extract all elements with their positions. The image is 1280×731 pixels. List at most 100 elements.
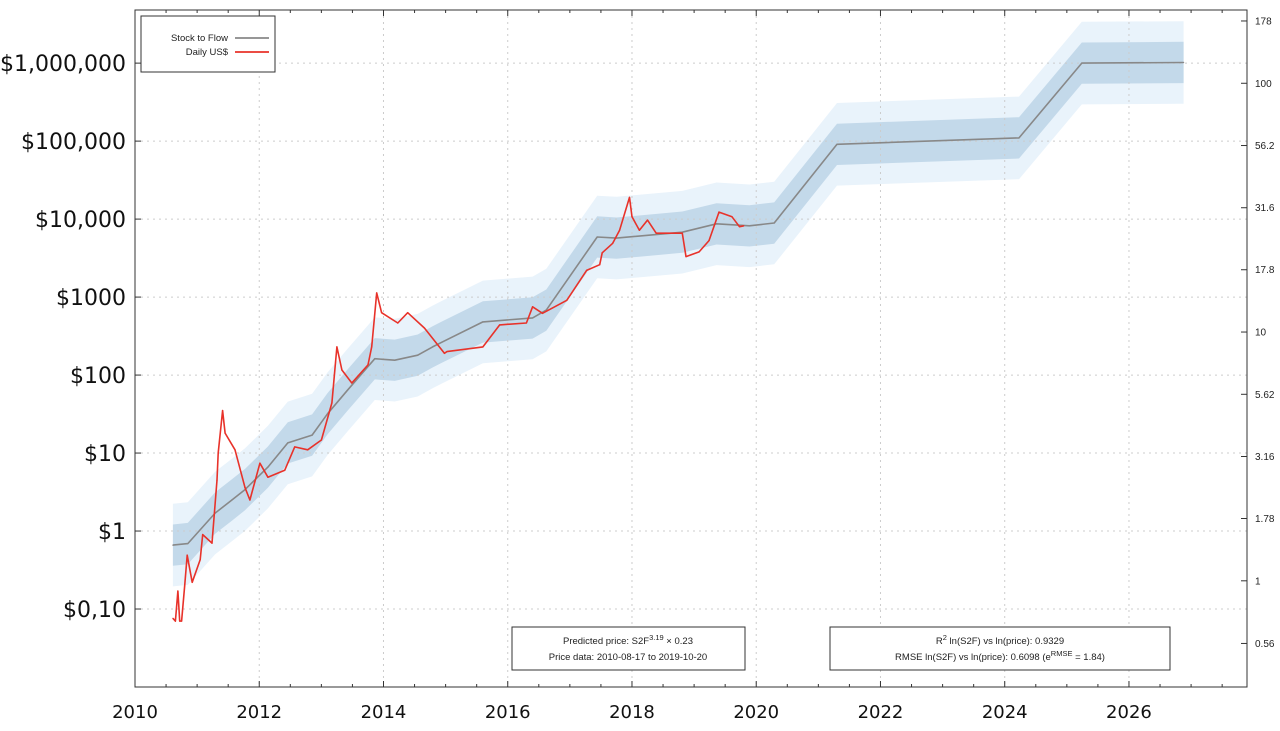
y-tick-label: $100,000 bbox=[21, 130, 126, 155]
price-point bbox=[397, 322, 399, 324]
right-y-tick-label: 17.8 bbox=[1255, 265, 1275, 276]
x-tick-label: 2018 bbox=[609, 702, 655, 723]
annotation-r-squared: R2 ln(S2F) vs ln(price): 0.9329 bbox=[936, 633, 1064, 647]
model-point bbox=[374, 358, 376, 360]
price-point bbox=[244, 487, 246, 489]
price-point bbox=[211, 542, 213, 544]
price-point bbox=[718, 211, 720, 213]
price-point bbox=[443, 352, 445, 354]
model-point bbox=[531, 317, 534, 319]
price-point bbox=[638, 229, 641, 231]
model-point bbox=[326, 413, 329, 415]
annotation-stats-box bbox=[829, 626, 1171, 671]
x-tick-label: 2026 bbox=[1106, 702, 1152, 723]
price-point bbox=[267, 476, 269, 478]
y-tick-label: $10,000 bbox=[35, 208, 126, 233]
price-point bbox=[646, 219, 649, 221]
price-point bbox=[217, 452, 219, 454]
price-point bbox=[601, 252, 603, 254]
legend-label-daily-usd: Daily US$ bbox=[186, 47, 229, 58]
model-point bbox=[231, 499, 233, 501]
price-point bbox=[234, 449, 236, 451]
model-point bbox=[748, 225, 750, 227]
x-tick-label: 2024 bbox=[982, 702, 1028, 723]
band-1-sigma bbox=[172, 41, 1184, 566]
grid bbox=[135, 10, 1247, 687]
price-point bbox=[566, 299, 568, 301]
price-point bbox=[180, 620, 183, 622]
price-point bbox=[381, 312, 383, 314]
price-point bbox=[371, 346, 373, 348]
model-point bbox=[431, 346, 434, 348]
annotation-rmse: RMSE ln(S2F) vs ln(price): 0.6098 (eRMSE… bbox=[895, 649, 1105, 663]
model-point bbox=[441, 341, 443, 343]
deviation-bands bbox=[172, 21, 1184, 587]
x-tick-label: 2014 bbox=[361, 702, 407, 723]
price-point bbox=[612, 242, 614, 244]
model-point bbox=[715, 223, 718, 225]
model-point bbox=[394, 359, 396, 361]
model-point bbox=[417, 354, 419, 356]
price-point bbox=[336, 346, 338, 348]
price-point bbox=[320, 439, 322, 441]
right-y-tick-label: 1 bbox=[1255, 576, 1261, 587]
right-y-tick-label: 56.2 bbox=[1255, 141, 1275, 152]
price-point bbox=[341, 369, 343, 371]
price-point bbox=[186, 554, 188, 556]
price-point bbox=[294, 446, 296, 448]
model-point bbox=[482, 321, 484, 323]
x-tick-label: 2020 bbox=[733, 702, 779, 723]
model-point bbox=[311, 434, 313, 436]
band-2-sigma bbox=[172, 21, 1184, 587]
model-point bbox=[187, 542, 189, 545]
price-point bbox=[586, 269, 588, 271]
price-point bbox=[698, 251, 700, 253]
y-tick-label: $10 bbox=[84, 442, 126, 467]
price-point bbox=[599, 264, 601, 266]
price-point bbox=[482, 346, 484, 348]
right-y-tick-label: 3.16 bbox=[1255, 452, 1275, 463]
price-point bbox=[259, 462, 261, 464]
price-point bbox=[367, 364, 369, 366]
price-point bbox=[525, 322, 527, 324]
model-point bbox=[1018, 137, 1020, 139]
y-tick-label: $1000 bbox=[56, 286, 126, 311]
annotation-predicted-price: Predicted price: S2F3.19 × 0.23 bbox=[563, 633, 693, 647]
plot-frame bbox=[134, 9, 1248, 688]
price-point bbox=[681, 232, 683, 234]
price-point bbox=[307, 449, 309, 451]
price-point bbox=[446, 350, 448, 353]
price-point bbox=[708, 239, 710, 242]
price-point bbox=[199, 559, 201, 561]
price-point bbox=[631, 216, 633, 218]
y-tick-label: $0,10 bbox=[63, 598, 126, 623]
annotation-model: Predicted price: S2F3.19 × 0.23 Price da… bbox=[511, 626, 746, 671]
model-point bbox=[287, 442, 289, 444]
price-point bbox=[743, 225, 745, 227]
price-point bbox=[177, 590, 179, 592]
model-point bbox=[346, 389, 349, 391]
price-point bbox=[423, 327, 426, 329]
y-tick-label: $1,000,000 bbox=[0, 52, 126, 77]
price-point bbox=[376, 292, 378, 294]
right-y-tick-label: 100 bbox=[1255, 79, 1272, 90]
right-y-tick-label: 31.6 bbox=[1255, 203, 1275, 214]
price-point bbox=[184, 584, 186, 587]
model-point bbox=[596, 236, 598, 238]
right-y-tick-label: 1.78 bbox=[1255, 514, 1275, 525]
annotation-model-box bbox=[511, 626, 746, 671]
x-tick-label: 2022 bbox=[858, 702, 904, 723]
model-point bbox=[267, 466, 269, 468]
price-point bbox=[172, 617, 174, 619]
price-point bbox=[202, 533, 204, 536]
price-point bbox=[731, 216, 733, 218]
x-tick-label: 2012 bbox=[236, 702, 282, 723]
x-tick-label: 2010 bbox=[112, 702, 158, 723]
x-tick-label: 2016 bbox=[485, 702, 531, 723]
annotation-price-data: Price data: 2010-08-17 to 2019-10-20 bbox=[549, 652, 707, 663]
legend-label-stock-to-flow: Stock to Flow bbox=[171, 33, 228, 44]
price-point bbox=[249, 499, 251, 501]
model-point bbox=[1081, 62, 1083, 64]
model-point bbox=[1183, 61, 1185, 64]
